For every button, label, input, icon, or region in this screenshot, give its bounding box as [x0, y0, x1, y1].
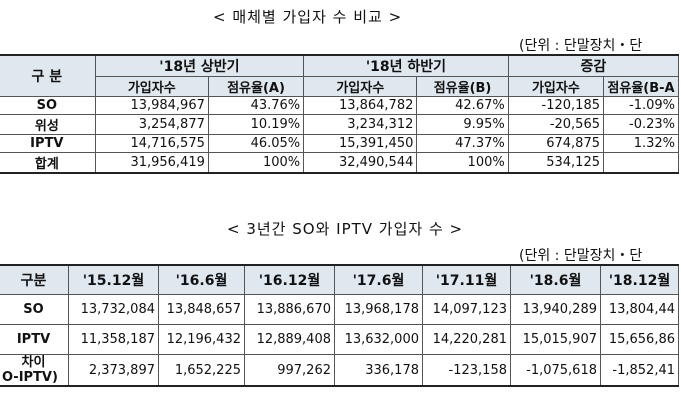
- table1-unit: (단위 : 단말장치・단: [519, 38, 643, 54]
- table-cell: 534,125: [507, 152, 605, 174]
- table-cell: 2,373,897: [68, 354, 159, 387]
- group-header: '18년 상반기: [94, 54, 305, 77]
- column-header: '18.12월: [600, 264, 679, 295]
- table-cell: 13,864,782: [303, 96, 418, 115]
- row-label-line: 차이: [21, 355, 46, 370]
- row-label: SO: [0, 96, 96, 115]
- table-cell: 13,632,000: [334, 324, 423, 355]
- row-label: 차이 O-IPTV): [0, 354, 69, 387]
- table-row: IPTV 11,358,187 12,196,432 12,889,408 13…: [0, 324, 679, 355]
- table-cell: 15,391,450: [303, 134, 418, 153]
- column-header: '15.12월: [68, 264, 159, 295]
- table-cell: 46.05%: [207, 134, 305, 153]
- table-cell: 13,940,289: [510, 294, 601, 325]
- row-label: SO: [0, 294, 69, 325]
- table-row: IPTV 14,716,575 46.05% 15,391,450 47.37%…: [0, 134, 679, 153]
- table-cell: -0.23%: [603, 114, 679, 135]
- table-cell: 42.67%: [416, 96, 509, 115]
- column-header: '17.11월: [422, 264, 511, 295]
- column-header: '17.6월: [334, 264, 423, 295]
- row-label: 위성: [0, 114, 96, 135]
- table1-title: < 매체별 가입자 수 비교 >: [213, 8, 403, 26]
- table-cell: 31,956,419: [94, 152, 209, 174]
- column-header: '16.6월: [158, 264, 245, 295]
- table-cell: 13,732,084: [68, 294, 159, 325]
- table-cell: -123,158: [422, 354, 511, 387]
- table-cell: -1,075,618: [510, 354, 601, 387]
- table-cell: 13,968,178: [334, 294, 423, 325]
- row-header: 구 분: [0, 54, 96, 97]
- table-cell: 32,490,544: [303, 152, 418, 174]
- table-row: SO 13,732,084 13,848,657 13,886,670 13,9…: [0, 294, 679, 325]
- table-cell: 12,196,432: [158, 324, 245, 355]
- table-cell: -1,852,41: [600, 354, 679, 387]
- table-row-total: 합계 31,956,419 100% 32,490,544 100% 534,1…: [0, 152, 679, 174]
- table-row: 위성 3,254,877 10.19% 3,234,312 9.95% -20,…: [0, 114, 679, 135]
- table-cell: 10.19%: [207, 114, 305, 135]
- subheader: 점유율(B-A: [603, 76, 679, 97]
- column-header: 구분: [0, 264, 69, 295]
- group-header: 증감: [507, 54, 680, 77]
- row-label: IPTV: [0, 324, 69, 355]
- table-cell: 13,886,670: [244, 294, 335, 325]
- table-cell: 47.37%: [416, 134, 509, 153]
- table-cell: 3,254,877: [94, 114, 209, 135]
- table-cell: [603, 152, 679, 174]
- table-cell: 9.95%: [416, 114, 509, 135]
- table-cell: 1.32%: [603, 134, 679, 153]
- table2-title: < 3년간 SO와 IPTV 가입자 수 >: [227, 220, 464, 238]
- table-cell: 13,848,657: [158, 294, 245, 325]
- table-cell: 11,358,187: [68, 324, 159, 355]
- row-label-line: O-IPTV): [2, 370, 58, 385]
- table-cell: 12,889,408: [244, 324, 335, 355]
- table-row: 차이 O-IPTV) 2,373,897 1,652,225 997,262 3…: [0, 354, 679, 387]
- table-cell: 1,652,225: [158, 354, 245, 387]
- table-cell: 15,015,907: [510, 324, 601, 355]
- table-cell: 14,716,575: [94, 134, 209, 153]
- subheader: 가입자수: [507, 76, 605, 97]
- table-cell: -120,185: [507, 96, 605, 115]
- column-header: '18.6월: [510, 264, 601, 295]
- row-label: 합계: [0, 152, 96, 174]
- table-cell: 674,875: [507, 134, 605, 153]
- table-cell: -20,565: [507, 114, 605, 135]
- table-cell: 3,234,312: [303, 114, 418, 135]
- subscriber-comparison-table: 구 분 '18년 상반기 '18년 하반기 증감 가입자수 점유율(A) 가입자…: [0, 54, 680, 174]
- table-cell: 13,984,967: [94, 96, 209, 115]
- subheader: 점유율(A): [207, 76, 305, 97]
- group-header: '18년 하반기: [303, 54, 509, 77]
- subheader: 점유율(B): [416, 76, 509, 97]
- table-cell: 43.76%: [207, 96, 305, 115]
- so-iptv-3year-table: 구분 '15.12월 '16.6월 '16.12월 '17.6월 '17.11월…: [0, 264, 679, 387]
- table-cell: 100%: [416, 152, 509, 174]
- row-label: IPTV: [0, 134, 96, 153]
- table-cell: 14,097,123: [422, 294, 511, 325]
- table-cell: 13,804,44: [600, 294, 679, 325]
- table-cell: -1.09%: [603, 96, 679, 115]
- table-cell: 997,262: [244, 354, 335, 387]
- table2-unit: (단위 : 단말장치・단: [519, 248, 643, 264]
- table-cell: 336,178: [334, 354, 423, 387]
- subheader: 가입자수: [94, 76, 209, 97]
- table-cell: 14,220,281: [422, 324, 511, 355]
- table-cell: 15,656,86: [600, 324, 679, 355]
- table-row: SO 13,984,967 43.76% 13,864,782 42.67% -…: [0, 96, 679, 115]
- table-cell: 100%: [207, 152, 305, 174]
- subheader: 가입자수: [303, 76, 418, 97]
- column-header: '16.12월: [244, 264, 335, 295]
